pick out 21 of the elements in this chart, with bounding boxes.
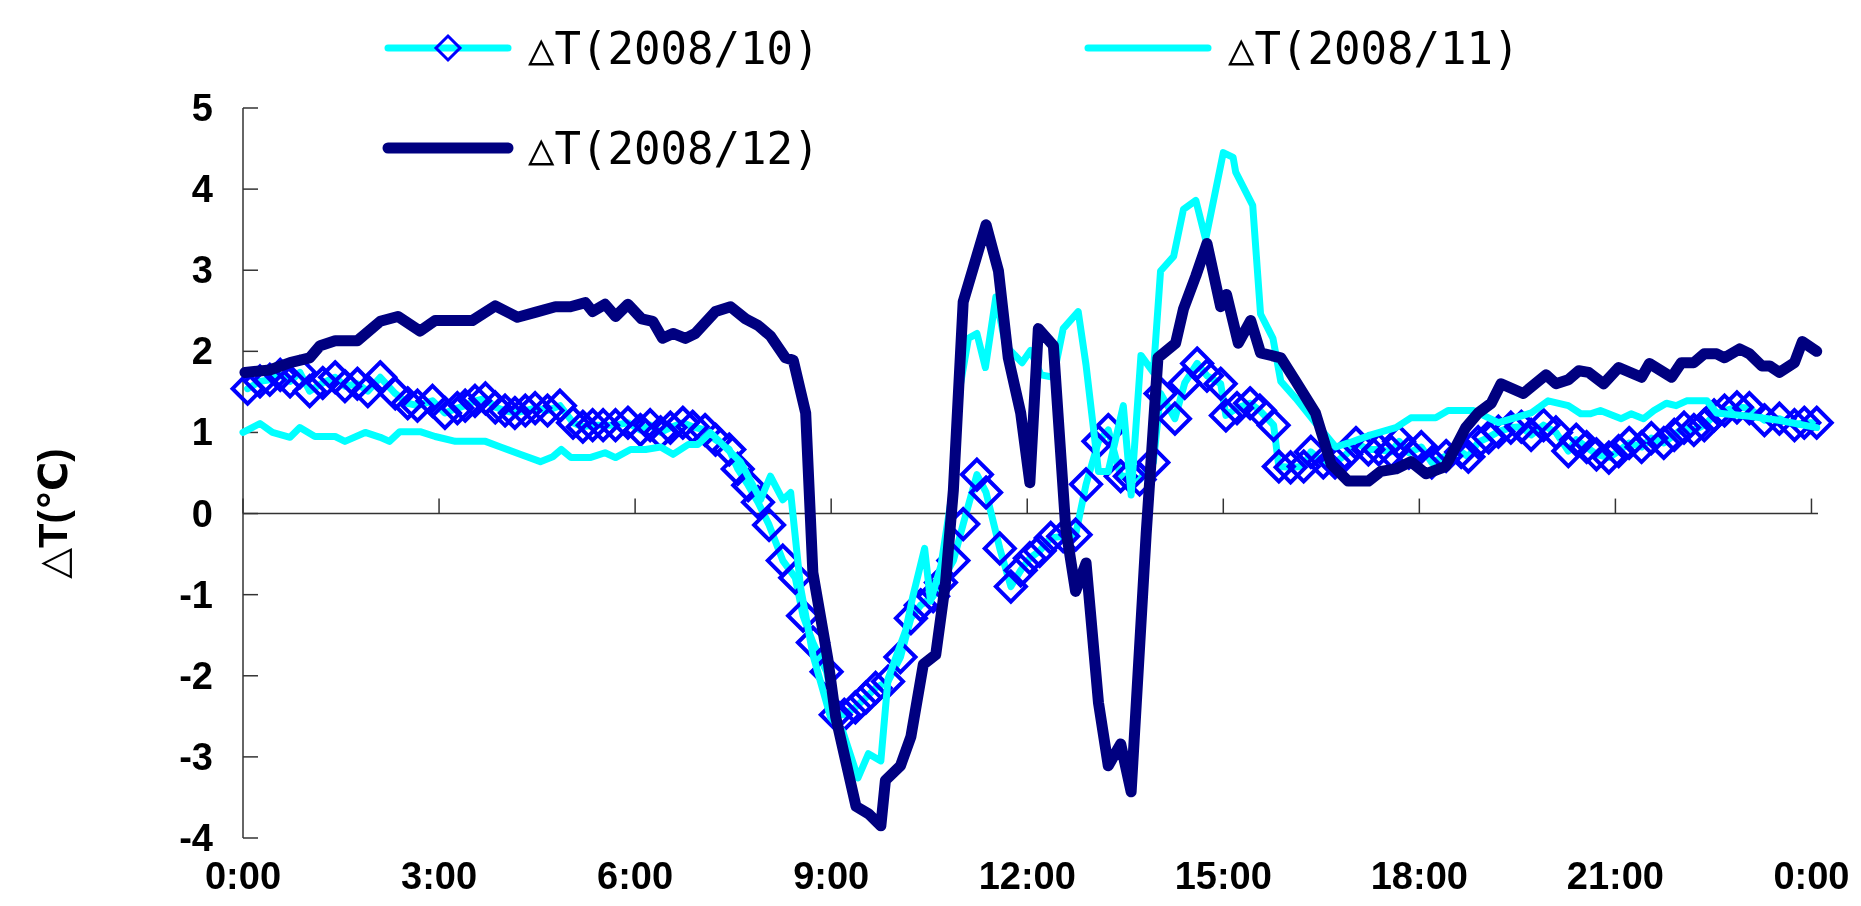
y-tick-label: 2 bbox=[191, 330, 213, 373]
y-tick-label: -3 bbox=[179, 735, 213, 778]
legend-label: △T(2008/11) bbox=[1228, 22, 1520, 74]
y-tick-label: 5 bbox=[191, 87, 213, 129]
y-tick-label: -1 bbox=[179, 573, 213, 616]
x-tick-label: 18:00 bbox=[1370, 855, 1468, 897]
x-tick-label: 0:00 bbox=[1773, 855, 1850, 897]
x-tick-label: 6:00 bbox=[597, 855, 674, 897]
x-tick-label: 21:00 bbox=[1566, 855, 1665, 897]
x-tick-label: 9:00 bbox=[793, 855, 870, 897]
y-tick-label: -2 bbox=[179, 654, 213, 697]
y-tick-label: 1 bbox=[191, 411, 213, 454]
x-tick-label: 12:00 bbox=[978, 855, 1076, 897]
x-tick-label: 15:00 bbox=[1174, 855, 1272, 897]
y-tick-label: 0 bbox=[191, 492, 213, 535]
x-tick-label: 3:00 bbox=[401, 855, 478, 897]
y-axis-title: △T(℃) bbox=[31, 448, 75, 579]
legend-label: △T(2008/12) bbox=[528, 122, 820, 174]
y-tick-label: 4 bbox=[191, 168, 213, 211]
legend-label: △T(2008/10) bbox=[528, 22, 820, 74]
y-tick-label: 3 bbox=[191, 249, 213, 292]
